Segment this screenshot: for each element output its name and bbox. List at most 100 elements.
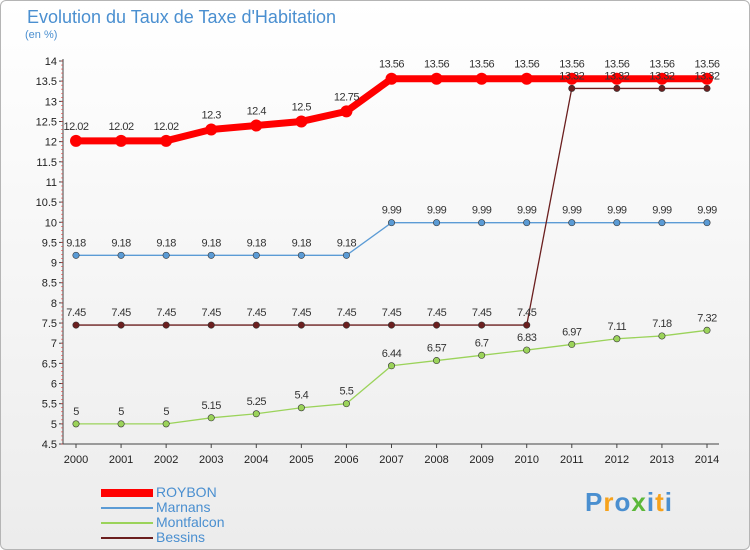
- data-point: [568, 340, 576, 348]
- data-point: [613, 219, 621, 227]
- data-point: [387, 321, 395, 329]
- logo-letter: o: [614, 487, 632, 517]
- data-label: 7.45: [247, 307, 267, 319]
- y-tick-label: 6.5: [42, 358, 57, 370]
- data-point: [658, 219, 666, 227]
- data-label: 13.56: [694, 59, 719, 71]
- data-point: [297, 404, 305, 412]
- data-label: 5: [118, 406, 124, 418]
- x-tick-label: 2000: [64, 454, 88, 466]
- data-label: 5.4: [294, 390, 308, 402]
- legend-label: Montfalcon: [156, 514, 225, 530]
- y-tick-label: 12: [45, 137, 57, 149]
- x-tick-label: 2013: [650, 454, 674, 466]
- data-label: 9.18: [156, 237, 176, 249]
- data-point: [478, 351, 486, 359]
- logo-letter: r: [603, 487, 615, 517]
- data-point: [205, 123, 218, 136]
- x-tick-label: 2002: [154, 454, 178, 466]
- logo-letter: t: [655, 487, 665, 517]
- data-point: [342, 400, 350, 408]
- data-point: [433, 357, 441, 365]
- data-label: 13.32: [604, 70, 629, 82]
- data-point: [658, 84, 666, 92]
- data-point: [207, 321, 215, 329]
- y-tick-label: 5: [51, 419, 57, 431]
- data-label: 12.75: [334, 91, 359, 103]
- data-point: [252, 321, 260, 329]
- series-line-montfalcon: [76, 329, 708, 425]
- data-label: 12.02: [154, 121, 179, 133]
- data-label: 12.3: [202, 110, 222, 122]
- legend-swatch: [101, 522, 153, 524]
- data-point: [297, 321, 305, 329]
- y-tick-label: 10.5: [36, 197, 57, 209]
- data-label: 12.02: [63, 121, 88, 133]
- x-tick-label: 2007: [379, 454, 403, 466]
- data-label: 5.25: [247, 396, 267, 408]
- data-label: 12.02: [109, 121, 134, 133]
- y-tick-label: 9: [51, 258, 57, 270]
- data-label: 6.83: [517, 332, 537, 344]
- data-label: 13.56: [379, 59, 404, 71]
- x-tick-label: 2009: [469, 454, 493, 466]
- data-point: [703, 219, 711, 227]
- data-label: 13.56: [469, 59, 494, 71]
- data-label: 9.99: [517, 205, 537, 217]
- data-point: [613, 335, 621, 343]
- data-label: 9.18: [337, 237, 357, 249]
- legend-label: ROYBON: [156, 484, 217, 500]
- data-label: 9.99: [382, 205, 402, 217]
- data-label: 7.45: [156, 307, 176, 319]
- data-label: 9.99: [652, 205, 672, 217]
- data-label: 7.45: [517, 307, 537, 319]
- data-point: [252, 251, 260, 259]
- data-point: [115, 134, 128, 147]
- x-tick-label: 2003: [199, 454, 223, 466]
- data-point: [72, 251, 80, 259]
- x-tick-label: 2001: [109, 454, 133, 466]
- x-tick-label: 2014: [695, 454, 719, 466]
- logo-letter: P: [585, 487, 604, 517]
- data-label: 9.18: [202, 237, 222, 249]
- data-point: [387, 219, 395, 227]
- x-tick-label: 2008: [424, 454, 448, 466]
- data-label: 6.57: [427, 343, 447, 355]
- data-point: [430, 72, 443, 85]
- data-point: [162, 321, 170, 329]
- data-label: 9.99: [697, 205, 717, 217]
- data-point: [433, 321, 441, 329]
- data-point: [250, 119, 263, 132]
- data-point: [70, 134, 82, 147]
- x-tick-label: 2012: [605, 454, 629, 466]
- data-label: 7.45: [66, 307, 86, 319]
- logo-letter: i: [646, 487, 656, 517]
- data-point: [523, 346, 531, 354]
- data-label: 7.45: [382, 307, 402, 319]
- data-label: 12.4: [247, 106, 267, 118]
- data-point: [342, 251, 350, 259]
- data-point: [252, 410, 260, 418]
- chart-title: Evolution du Taux de Taxe d'Habitation: [27, 7, 336, 27]
- data-label: 9.18: [66, 237, 86, 249]
- data-point: [703, 84, 711, 92]
- data-label: 5: [163, 406, 169, 418]
- data-point: [568, 219, 576, 227]
- data-point: [117, 321, 125, 329]
- data-point: [610, 72, 623, 85]
- y-tick-label: 7: [51, 338, 57, 350]
- data-point: [295, 115, 308, 128]
- data-label: 13.32: [649, 70, 674, 82]
- data-label: 7.45: [202, 307, 222, 319]
- logo-letter: i: [664, 487, 673, 517]
- data-point: [340, 105, 353, 118]
- y-tick-label: 13: [45, 96, 57, 108]
- data-label: 13.56: [514, 59, 539, 71]
- data-label: 7.45: [111, 307, 131, 319]
- y-tick-label: 7.5: [42, 318, 57, 330]
- data-label: 7.45: [427, 307, 447, 319]
- data-label: 5.5: [340, 386, 354, 398]
- y-tick-label: 6: [51, 379, 57, 391]
- data-label: 9.99: [427, 205, 447, 217]
- legend-swatch: [101, 489, 153, 497]
